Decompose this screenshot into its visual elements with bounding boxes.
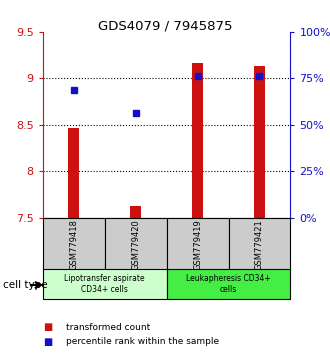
Text: GDS4079 / 7945875: GDS4079 / 7945875	[98, 19, 232, 33]
Text: ■: ■	[43, 337, 52, 347]
Bar	[105, 218, 167, 271]
Text: ■: ■	[43, 322, 52, 332]
Text: GSM779421: GSM779421	[255, 219, 264, 270]
Bar	[43, 269, 167, 299]
Bar	[167, 218, 228, 271]
Text: GSM779420: GSM779420	[131, 219, 140, 270]
Bar	[68, 127, 80, 218]
Bar	[192, 63, 203, 218]
Text: Leukapheresis CD34+
cells: Leukapheresis CD34+ cells	[186, 274, 271, 294]
Text: GSM779419: GSM779419	[193, 219, 202, 270]
Text: percentile rank within the sample: percentile rank within the sample	[66, 337, 219, 346]
Bar	[254, 66, 265, 218]
Text: Lipotransfer aspirate
CD34+ cells: Lipotransfer aspirate CD34+ cells	[64, 274, 145, 294]
Bar	[43, 218, 105, 271]
Bar	[228, 218, 290, 271]
Bar	[167, 269, 290, 299]
Text: cell type: cell type	[3, 280, 48, 290]
Bar	[130, 206, 141, 218]
Text: transformed count: transformed count	[66, 323, 150, 332]
Text: GSM779418: GSM779418	[69, 219, 78, 270]
